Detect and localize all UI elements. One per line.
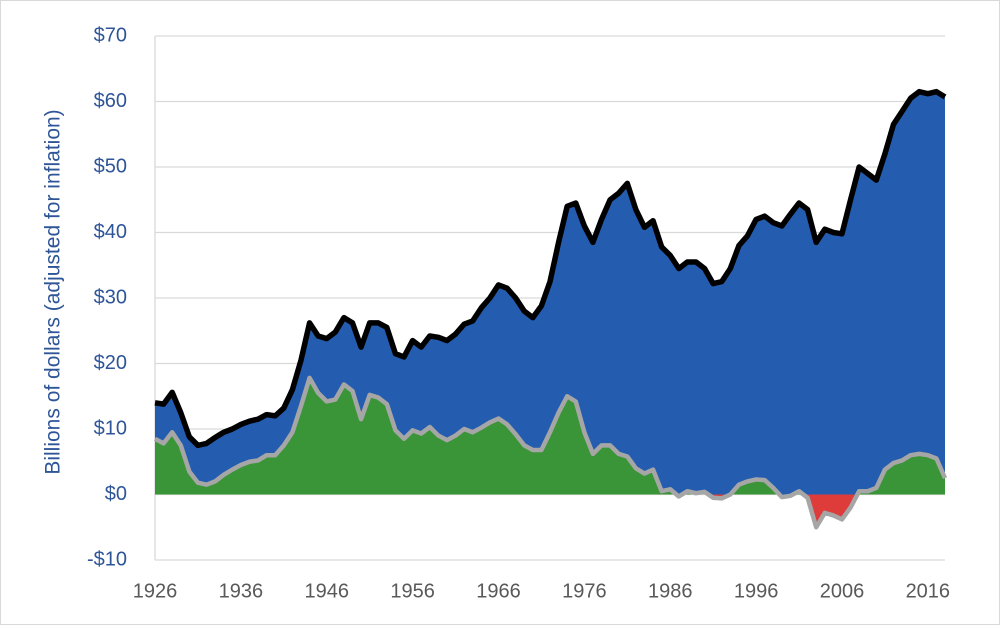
y-tick-label: $50: [94, 155, 127, 177]
y-tick-label: $30: [94, 286, 127, 308]
x-tick-label: 1976: [562, 580, 607, 602]
y-tick-label: $60: [94, 90, 127, 112]
x-tick-label: 1926: [133, 580, 178, 602]
y-tick-label: -$10: [87, 548, 127, 570]
areas: [155, 91, 945, 528]
lower-series-line: [153, 375, 948, 530]
y-tick-label: $70: [94, 24, 127, 46]
y-tick-label: $40: [94, 221, 127, 243]
x-tick-label: 2006: [820, 580, 865, 602]
y-tick-label: $10: [94, 417, 127, 439]
y-axis-label: Billions of dollars (adjusted for inflat…: [42, 109, 65, 474]
x-tick-label: 1966: [476, 580, 521, 602]
x-tick-label: 2016: [906, 580, 951, 602]
x-axis-ticks: 1926 1936 1946 1956 1966 1976 1986 1996 2006 2016: [133, 580, 950, 602]
x-tick-label: 1946: [304, 580, 349, 602]
series-lines: [153, 88, 948, 530]
y-axis-ticks: -$10 $0 $10 $20 $30 $40 $50 $60 $70: [87, 24, 127, 570]
upper-series-line: [154, 88, 947, 449]
y-tick-label: $20: [94, 352, 127, 374]
x-tick-label: 1986: [648, 580, 693, 602]
x-tick-label: 1996: [734, 580, 779, 602]
x-tick-label: 1936: [219, 580, 264, 602]
x-tick-label: 1956: [390, 580, 435, 602]
y-tick-label: $0: [105, 483, 127, 505]
